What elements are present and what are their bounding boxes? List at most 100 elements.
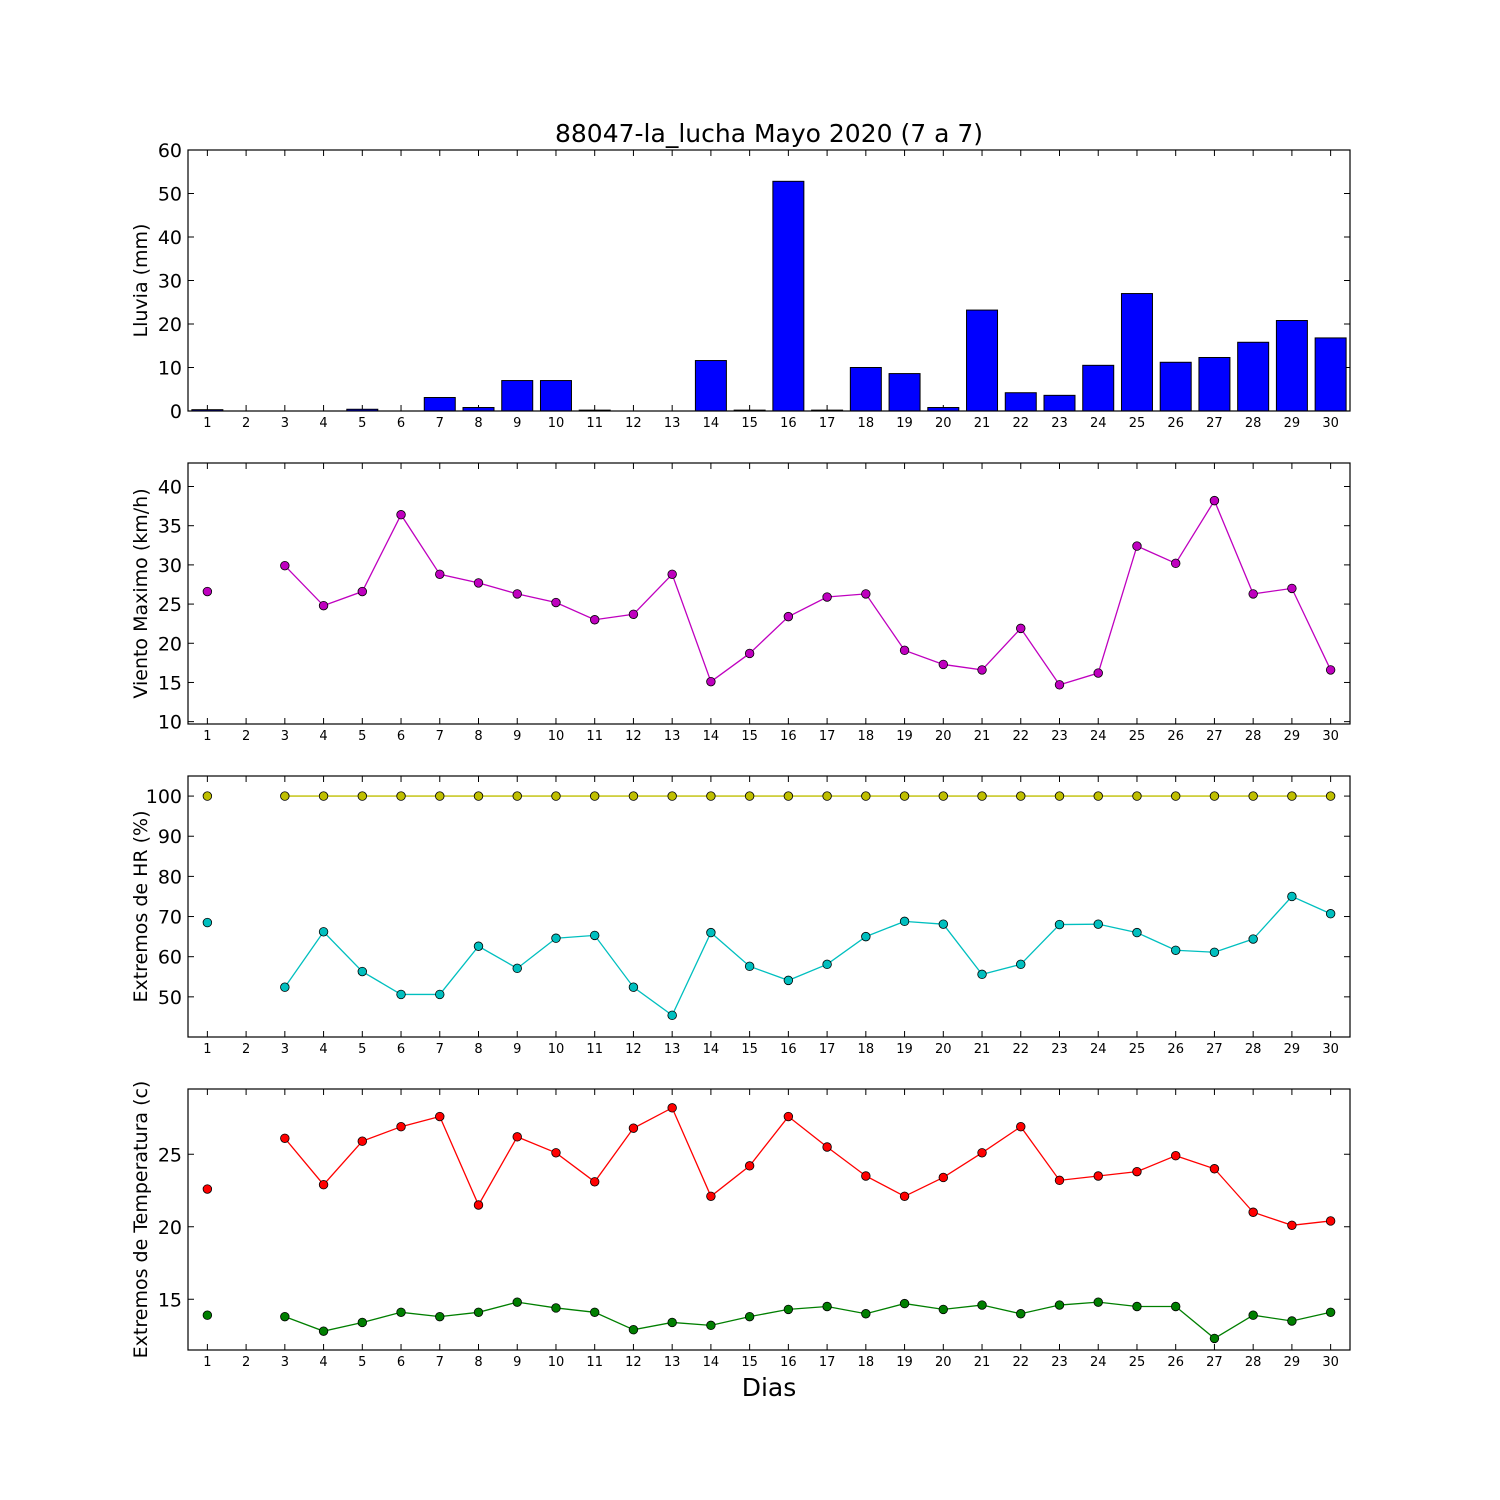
x-tick-label: 24: [1090, 729, 1107, 744]
data-point: [822, 1301, 832, 1312]
data-point: [473, 1200, 484, 1210]
x-tick-label: 22: [1012, 729, 1029, 744]
data-point: [280, 560, 290, 571]
x-tick-label: 18: [858, 729, 875, 744]
data-point: [822, 959, 832, 970]
x-tick-label: 2: [242, 729, 250, 744]
x-tick-label: 10: [548, 729, 565, 744]
x-tick-label: 26: [1167, 416, 1184, 431]
data-point: [318, 1326, 329, 1336]
x-tick-label: 23: [1051, 1355, 1068, 1370]
x-tick-label: 2: [242, 1355, 250, 1370]
y-tick-label: 20: [158, 314, 182, 336]
x-tick-label: 25: [1129, 1355, 1146, 1370]
series-line-0: [284, 1106, 1331, 1226]
data-point: [1054, 919, 1065, 930]
x-tick-label: 15: [741, 729, 758, 744]
data-point: [899, 1191, 910, 1202]
x-tick-label: 6: [397, 416, 405, 431]
data-point: [706, 791, 716, 801]
x-tick-label: 9: [513, 1355, 521, 1370]
x-tick-label: 13: [664, 1042, 681, 1057]
data-point: [551, 1303, 561, 1313]
data-point: [280, 1311, 290, 1322]
data-point: [512, 963, 522, 974]
x-tick-label: 1: [203, 1042, 211, 1057]
data-point: [744, 961, 755, 972]
x-tick-label: 3: [281, 729, 289, 744]
data-point: [590, 1307, 600, 1318]
data-point: [899, 916, 910, 927]
x-tick-label: 17: [819, 729, 836, 744]
x-tick-label: 15: [741, 1355, 758, 1370]
y-tick-label: 40: [158, 227, 182, 249]
data-point: [435, 1111, 445, 1122]
y-tick-label: 50: [158, 184, 182, 206]
x-tick-label: 15: [741, 1042, 758, 1057]
y-tick-label: 15: [158, 672, 182, 694]
data-point: [1170, 791, 1181, 801]
x-tick-label: 3: [281, 1355, 289, 1370]
data-point: [783, 611, 794, 622]
data-point: [357, 966, 368, 977]
x-tick-label: 1: [203, 729, 211, 744]
data-point: [1209, 947, 1220, 957]
data-point: [551, 933, 561, 943]
data-point: [977, 665, 987, 675]
x-tick-label: 30: [1322, 416, 1339, 431]
data-point: [1209, 1333, 1220, 1344]
y-tick-label: 10: [158, 712, 182, 734]
data-point: [512, 589, 522, 599]
y-tick-label: 70: [158, 907, 182, 929]
data-point: [1325, 1216, 1336, 1226]
data-point: [861, 589, 871, 599]
bar: [772, 180, 805, 412]
x-tick-label: 27: [1206, 1355, 1223, 1370]
x-tick-label: 24: [1090, 416, 1107, 431]
x-tick-label: 14: [703, 1042, 720, 1057]
x-tick-label: 4: [319, 1042, 327, 1057]
x-tick-label: 2: [242, 416, 250, 431]
y-tick-label: 90: [158, 826, 182, 848]
data-point: [861, 791, 871, 801]
data-point: [1054, 791, 1065, 801]
data-point: [1093, 1297, 1103, 1307]
x-tick-label: 24: [1090, 1042, 1107, 1057]
data-point: [473, 578, 484, 588]
x-tick-label: 21: [974, 1355, 991, 1370]
x-tick-label: 14: [703, 1355, 720, 1370]
data-point: [783, 1304, 794, 1315]
y-axis-label: Lluvia (mm): [130, 224, 152, 338]
data-point: [1132, 1301, 1142, 1312]
data-point: [1170, 945, 1181, 955]
data-point: [667, 1317, 677, 1328]
x-tick-label: 7: [436, 1355, 444, 1370]
x-tick-label: 20: [935, 416, 952, 431]
x-tick-label: 10: [548, 1355, 565, 1370]
data-point: [977, 791, 987, 801]
y-tick-label: 60: [158, 140, 182, 162]
x-tick-label: 7: [436, 1042, 444, 1057]
data-point: [822, 791, 832, 801]
data-point: [1287, 583, 1297, 594]
data-point: [822, 1142, 832, 1152]
data-point: [396, 1307, 406, 1318]
data-point: [628, 1324, 639, 1335]
data-point: [938, 1304, 949, 1315]
data-point: [1209, 791, 1220, 801]
x-tick-label: 12: [625, 1042, 642, 1057]
x-tick-label: 26: [1167, 1355, 1184, 1370]
x-tick-label: 6: [397, 729, 405, 744]
x-tick-label: 1: [203, 1355, 211, 1370]
x-tick-label: 21: [974, 729, 991, 744]
data-point: [899, 791, 910, 801]
data-point: [280, 982, 290, 992]
data-point: [1209, 495, 1220, 506]
x-tick-label: 6: [397, 1355, 405, 1370]
data-point: [1248, 589, 1258, 599]
y-tick-label: 35: [158, 516, 182, 538]
data-point: [706, 676, 716, 687]
data-point: [744, 791, 755, 801]
